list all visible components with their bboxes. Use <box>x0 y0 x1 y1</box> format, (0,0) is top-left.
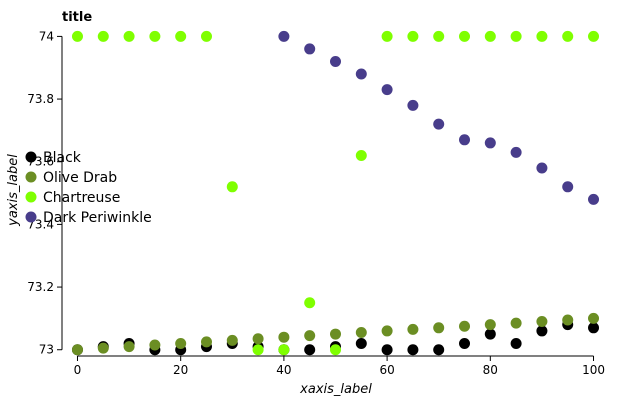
point-black <box>459 337 471 349</box>
point-chartreuse <box>252 344 264 356</box>
point-chartreuse <box>510 30 522 42</box>
point-olive-drab <box>536 316 548 328</box>
point-olive-drab <box>588 312 600 324</box>
point-olive-drab <box>123 341 135 353</box>
point-dark-periwinkle <box>304 43 316 55</box>
legend-marker-dark-periwinkle <box>25 211 37 223</box>
point-chartreuse <box>175 30 187 42</box>
legend-marker-chartreuse <box>25 191 37 203</box>
series-chartreuse <box>71 30 600 356</box>
point-chartreuse <box>123 30 135 42</box>
point-chartreuse <box>588 30 600 42</box>
point-black <box>355 337 367 349</box>
point-dark-periwinkle <box>433 118 445 130</box>
point-olive-drab <box>433 322 445 334</box>
point-olive-drab <box>484 319 496 331</box>
point-olive-drab <box>149 339 161 351</box>
x-tick-label: 60 <box>379 363 394 377</box>
point-chartreuse <box>407 30 419 42</box>
point-dark-periwinkle <box>484 137 496 149</box>
point-olive-drab <box>175 337 187 349</box>
point-chartreuse <box>381 30 393 42</box>
point-dark-periwinkle <box>588 193 600 205</box>
point-black <box>588 322 600 334</box>
point-black <box>381 344 393 356</box>
x-tick-label: 80 <box>483 363 498 377</box>
point-olive-drab <box>562 314 574 326</box>
legend: Black Olive Drab Chartreuse Dark Periwinkle <box>25 150 152 226</box>
plot-area <box>71 30 600 356</box>
legend-label-black: Black <box>43 150 82 166</box>
point-chartreuse <box>330 344 341 356</box>
point-chartreuse <box>226 181 238 193</box>
point-chartreuse <box>459 30 471 42</box>
point-dark-periwinkle <box>562 181 574 193</box>
point-dark-periwinkle <box>355 68 367 80</box>
point-dark-periwinkle <box>407 99 419 111</box>
point-olive-drab <box>459 320 471 332</box>
point-olive-drab <box>510 317 522 329</box>
point-chartreuse <box>484 30 496 42</box>
point-olive-drab <box>278 331 290 343</box>
x-axis-label: xaxis_label <box>299 382 372 397</box>
point-chartreuse <box>536 30 548 42</box>
point-chartreuse <box>433 30 445 42</box>
legend-label-chartreuse: Chartreuse <box>43 190 120 206</box>
point-chartreuse <box>304 297 316 309</box>
point-olive-drab <box>407 323 419 335</box>
legend-marker-olive-drab <box>25 171 37 183</box>
point-black <box>510 337 522 349</box>
point-black <box>536 325 548 337</box>
point-chartreuse <box>562 30 574 42</box>
legend-label-olive-drab: Olive Drab <box>43 170 117 186</box>
y-tick-label: 73.8 <box>27 92 54 106</box>
chart-title: title <box>62 10 92 25</box>
x-tick-label: 40 <box>276 363 291 377</box>
point-chartreuse <box>149 30 161 42</box>
point-dark-periwinkle <box>381 84 393 96</box>
y-tick-label: 74 <box>39 29 54 43</box>
point-olive-drab <box>381 325 393 337</box>
series-olive-drab <box>71 312 600 356</box>
point-olive-drab <box>330 328 341 340</box>
point-dark-periwinkle <box>278 30 290 42</box>
point-black <box>304 344 316 356</box>
point-chartreuse <box>97 30 109 42</box>
point-chartreuse <box>278 344 290 356</box>
point-olive-drab <box>355 327 367 338</box>
y-axis-label: yaxis_label <box>6 154 21 227</box>
point-dark-periwinkle <box>536 162 548 174</box>
x-tick-label: 100 <box>582 363 605 377</box>
y-tick-label: 73 <box>39 343 54 357</box>
x-axis: 0 20 40 60 80 100 <box>74 355 605 377</box>
point-olive-drab <box>200 336 212 348</box>
series-dark-periwinkle <box>278 30 600 205</box>
point-black <box>407 344 419 356</box>
x-tick-label: 0 <box>74 363 82 377</box>
point-black <box>484 328 496 340</box>
point-dark-periwinkle <box>459 134 471 146</box>
point-olive-drab <box>226 334 238 346</box>
legend-label-dark-periwinkle: Dark Periwinkle <box>43 210 152 226</box>
point-dark-periwinkle <box>330 55 341 67</box>
legend-marker-black <box>25 151 37 163</box>
point-olive-drab <box>304 330 316 342</box>
point-olive-drab <box>97 342 109 354</box>
point-dark-periwinkle <box>510 146 522 158</box>
y-tick-label: 73.2 <box>27 280 54 294</box>
point-chartreuse <box>355 149 367 161</box>
x-tick-label: 20 <box>173 363 188 377</box>
point-chartreuse <box>200 30 212 42</box>
point-black <box>433 344 445 356</box>
point-olive-drab <box>71 344 83 356</box>
point-olive-drab <box>252 333 264 345</box>
point-chartreuse <box>71 30 83 42</box>
